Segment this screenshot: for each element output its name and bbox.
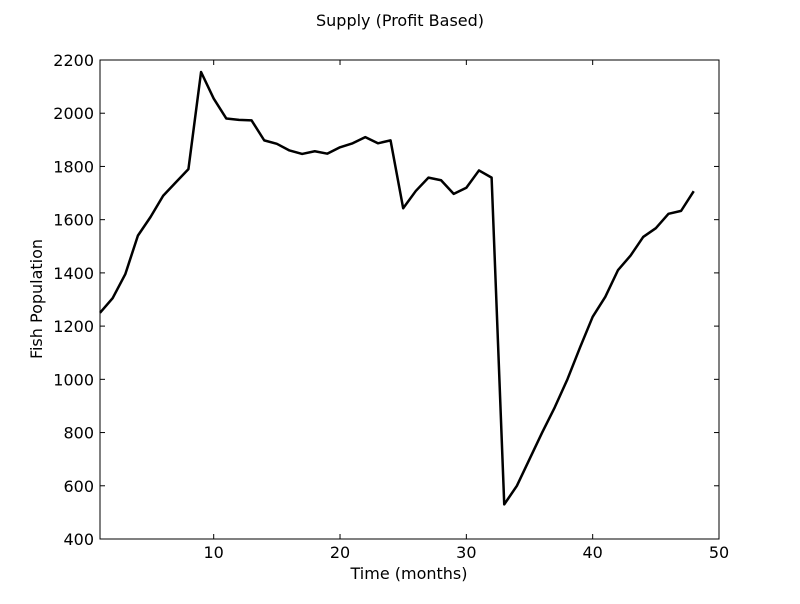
axis-tick-labels: 10 20 30 40 50 400 600 800 1000 1200 1400 1600 1800 2… bbox=[53, 51, 729, 562]
series-line bbox=[99, 70, 695, 506]
y-tick-label: 2000 bbox=[53, 104, 94, 123]
y-tick-label: 800 bbox=[63, 424, 94, 443]
y-tick-label: 1400 bbox=[53, 264, 94, 283]
x-tick-label: 50 bbox=[709, 543, 729, 562]
y-tick-label: 400 bbox=[63, 530, 94, 549]
x-tick-label: 10 bbox=[204, 543, 224, 562]
x-tick-label: 40 bbox=[582, 543, 602, 562]
chart-title: Supply (Profit Based) bbox=[316, 11, 484, 30]
x-tick-label: 30 bbox=[456, 543, 476, 562]
y-tick-label: 1600 bbox=[53, 211, 94, 230]
y-tick-label: 600 bbox=[63, 477, 94, 496]
plot-area-frame bbox=[99, 59, 720, 540]
y-axis-label: Fish Population bbox=[27, 239, 46, 359]
y-tick-label: 2200 bbox=[53, 51, 94, 70]
x-tick-label: 20 bbox=[330, 543, 350, 562]
y-tick-label: 1200 bbox=[53, 317, 94, 336]
x-axis-label: Time (months) bbox=[350, 564, 468, 583]
y-tick-label: 1800 bbox=[53, 157, 94, 176]
y-tick-label: 1000 bbox=[53, 370, 94, 389]
